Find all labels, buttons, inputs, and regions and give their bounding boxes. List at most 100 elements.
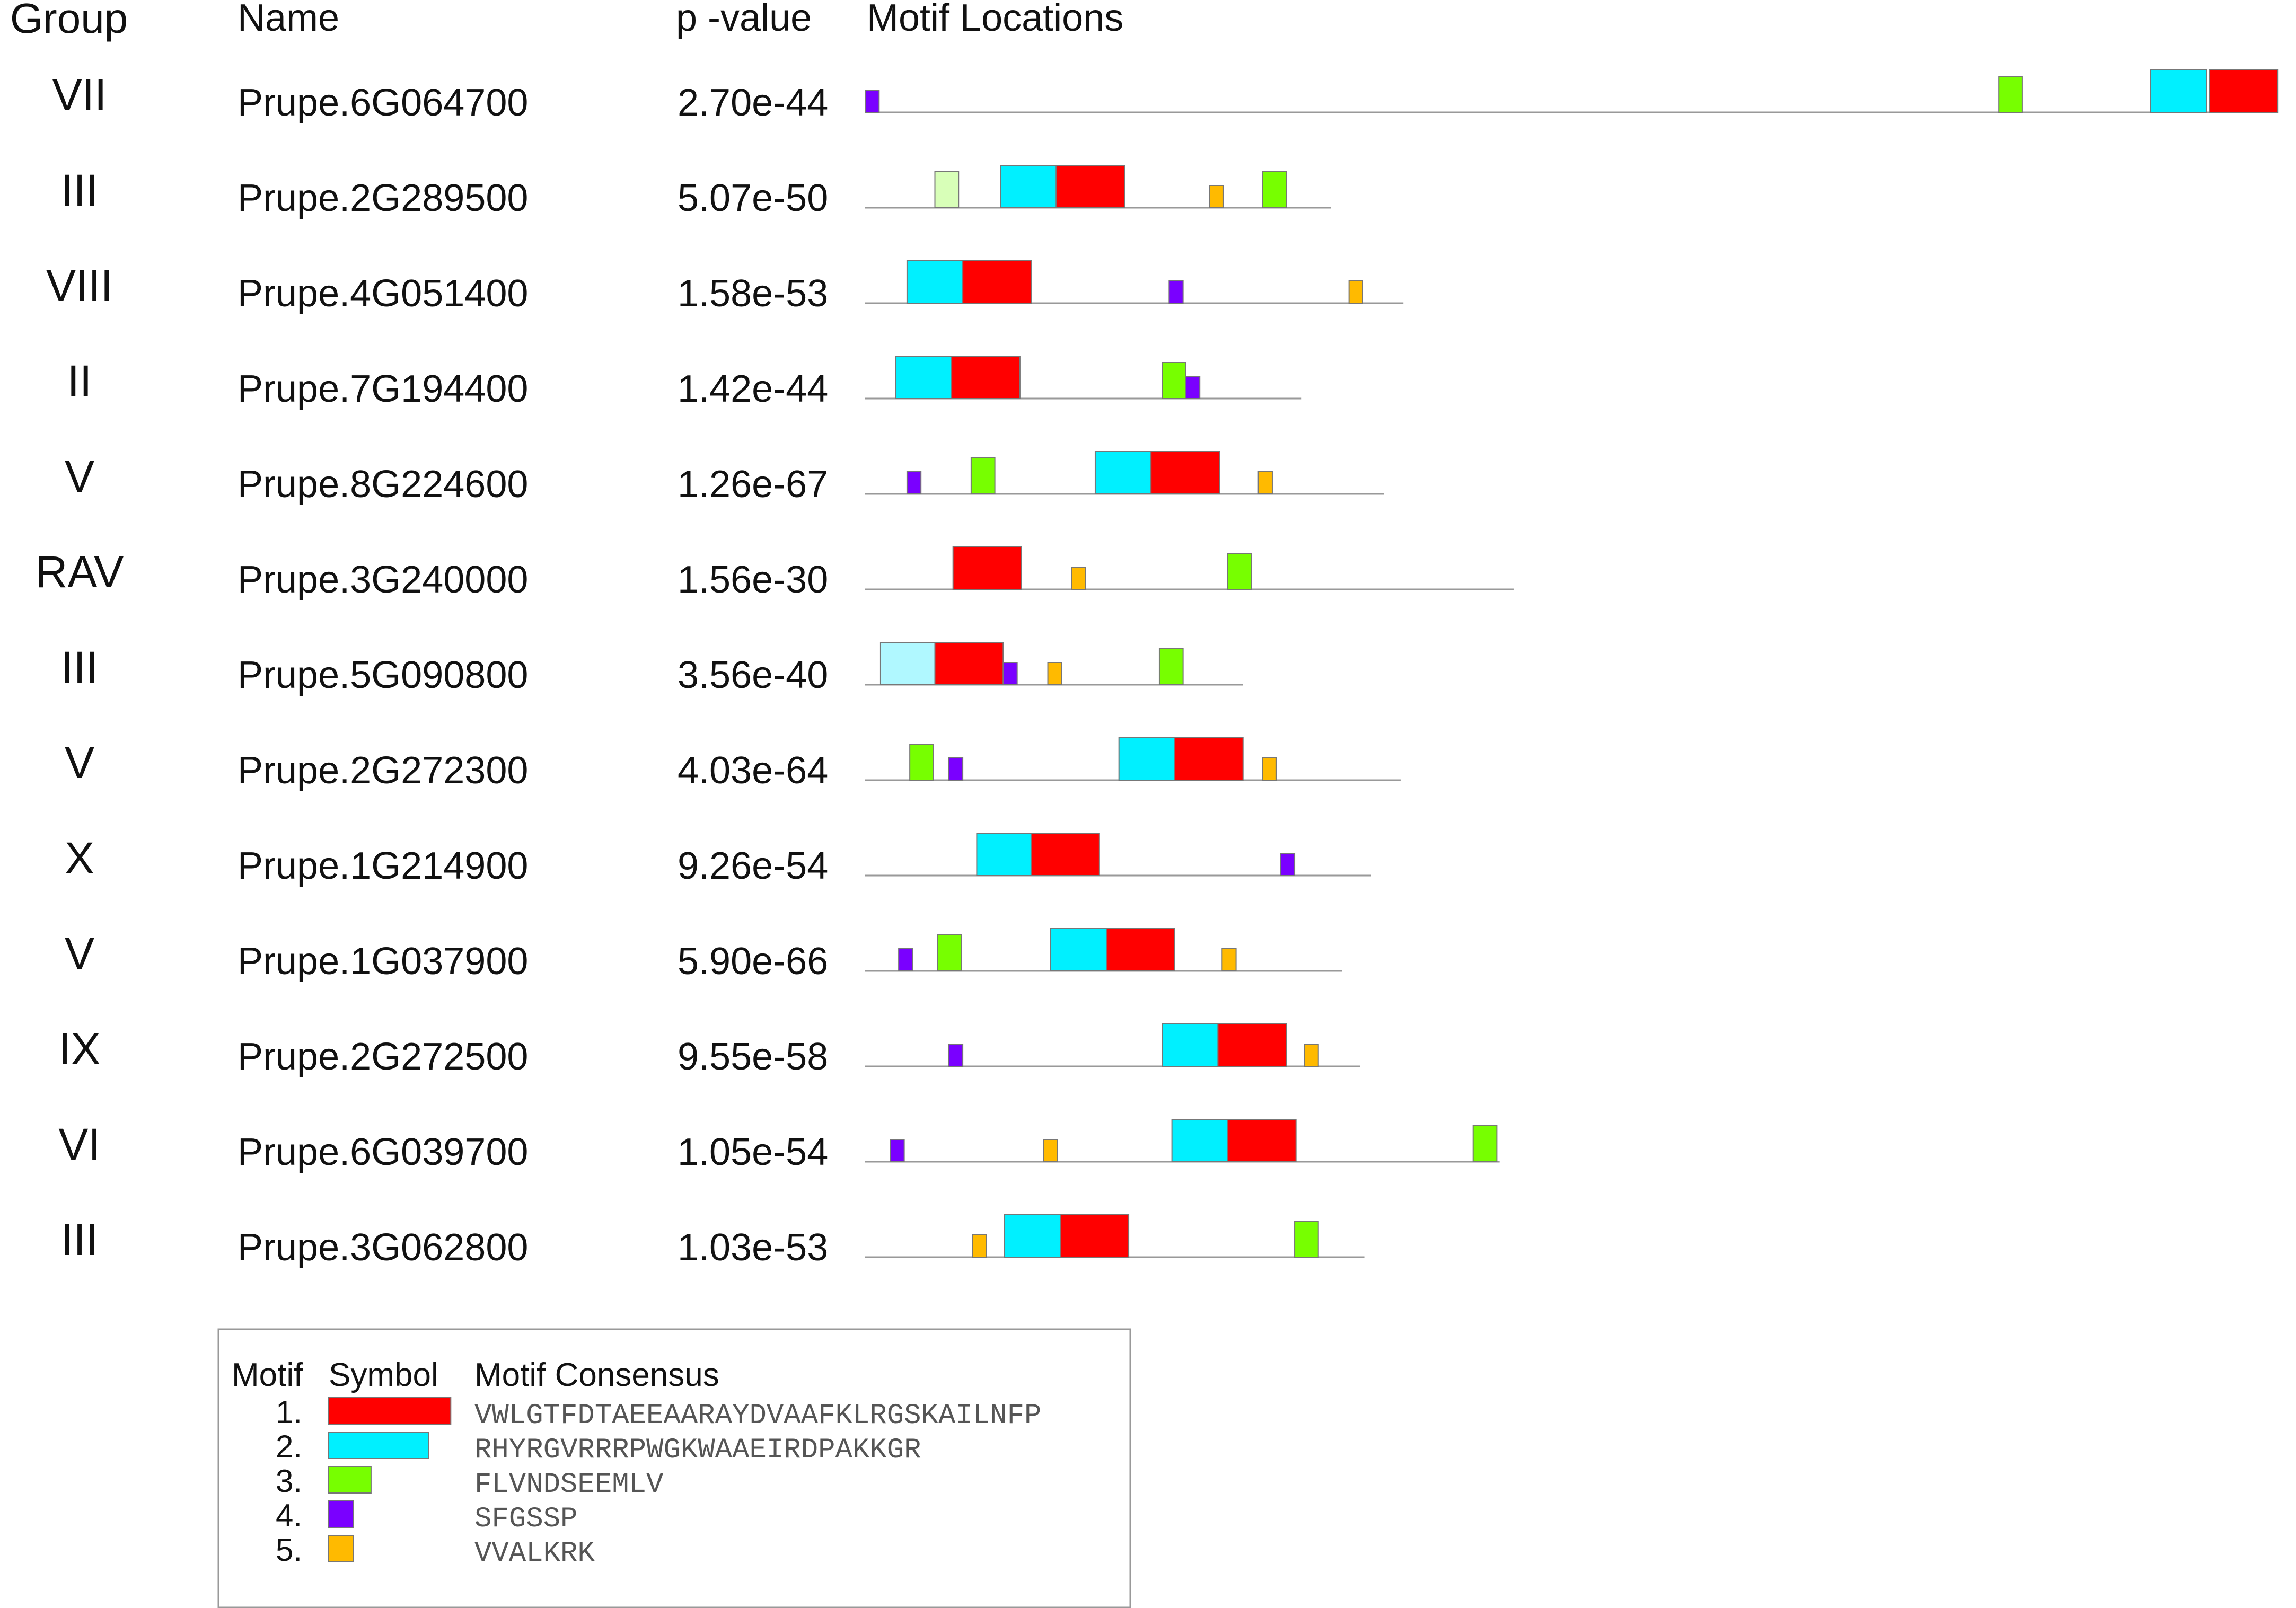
p-value: 5.07e-50 (678, 177, 828, 219)
motif-5-block (1304, 1044, 1319, 1067)
gene-rows: VII Prupe.6G064700 2.70e-44 III Prupe.2G2895… (36, 69, 2279, 1269)
gene-name: Prupe.6G064700 (237, 82, 528, 124)
motif-1-block (1105, 928, 1175, 971)
group-label: V (65, 452, 94, 501)
legend-symbol-3 (328, 1466, 372, 1494)
motif-2-block (1094, 451, 1152, 494)
motif-3-block (1162, 362, 1186, 399)
gene-row: V Prupe.2G272300 4.03e-64 (65, 737, 1401, 792)
p-value: 3.56e-40 (678, 654, 828, 696)
gene-name: Prupe.2G272300 (237, 749, 528, 792)
motif-4-block (898, 948, 913, 971)
motif-1-block (952, 546, 1022, 590)
gene-name: Prupe.6G039700 (237, 1131, 528, 1173)
motif-5-block (1221, 948, 1237, 971)
motif-4-block (890, 1139, 905, 1162)
legend-consensus-header: Motif Consensus (474, 1357, 719, 1393)
legend-consensus: VVALKRK (474, 1538, 595, 1570)
p-value: 1.56e-30 (678, 559, 828, 601)
p-value: 2.70e-44 (678, 82, 828, 124)
motif-1-block (1217, 1023, 1287, 1067)
motif-2-block (976, 833, 1032, 876)
motif-3-block (1262, 171, 1287, 208)
legend-item: 4. SFGSSP (276, 1498, 577, 1535)
motif-5-block (1209, 185, 1224, 208)
p-value: 1.05e-54 (678, 1131, 828, 1173)
legend-motif-number: 5. (276, 1532, 302, 1568)
legend-symbol-header: Symbol (329, 1357, 438, 1393)
p-value: 9.55e-58 (678, 1036, 828, 1078)
p-value: 1.03e-53 (678, 1226, 828, 1269)
motif-4-block (1002, 662, 1018, 685)
gene-row: VII Prupe.6G064700 2.70e-44 (52, 69, 2279, 124)
group-label: III (61, 1215, 98, 1265)
gene-name: Prupe.4G051400 (237, 272, 528, 315)
motif-3-block (937, 934, 962, 971)
gene-name: Prupe.1G037900 (237, 940, 528, 983)
legend-consensus: FLVNDSEEMLV (474, 1469, 664, 1501)
motif-4-block (1280, 853, 1296, 876)
group-label: III (61, 165, 98, 215)
motif-5-block (1043, 1139, 1058, 1162)
group-label: RAV (36, 547, 124, 597)
legend-motif-number: 3. (276, 1463, 302, 1499)
motif-1-block (1055, 165, 1125, 208)
legend-symbol-4 (328, 1500, 354, 1528)
group-header: Group (10, 0, 128, 42)
motif-1-block (1060, 1214, 1130, 1258)
motif-2-block (1050, 928, 1107, 971)
motif-3-block (934, 171, 960, 208)
group-label: V (65, 738, 94, 788)
gene-name: Prupe.3G062800 (237, 1226, 528, 1269)
motif-5-block (1257, 471, 1273, 494)
gene-row: X Prupe.1G214900 9.26e-54 (65, 833, 1371, 887)
motif-4-block (948, 757, 964, 781)
legend-item: 1. VWLGTFDTAEEAARAYDVAAFKLRGSKAILNFP (276, 1394, 1041, 1432)
group-label: VI (58, 1119, 100, 1169)
legend-item: 3. FLVNDSEEMLV (276, 1463, 664, 1501)
motif-3-block (1472, 1125, 1498, 1162)
gene-name: Prupe.2G272500 (237, 1036, 528, 1078)
gene-row: III Prupe.5G090800 3.56e-40 (61, 642, 1243, 696)
group-label: VII (52, 70, 107, 120)
motif-2-block (1000, 165, 1057, 208)
legend-consensus: VWLGTFDTAEEAARAYDVAAFKLRGSKAILNFP (474, 1400, 1041, 1432)
p-value: 1.42e-44 (678, 368, 828, 410)
motif-4-block (865, 90, 880, 113)
gene-name: Prupe.8G224600 (237, 463, 528, 506)
group-label: IX (58, 1024, 100, 1074)
motif-1-block (951, 356, 1021, 399)
motif-2-block (1171, 1119, 1228, 1162)
gene-row: V Prupe.1G037900 5.90e-66 (65, 928, 1342, 983)
gene-row: VI Prupe.6G039700 1.05e-54 (58, 1119, 1500, 1173)
gene-row: RAV Prupe.3G240000 1.56e-30 (36, 546, 1514, 601)
motif-1-block (1174, 737, 1244, 781)
motif-3-block (1227, 553, 1252, 590)
p-value: 1.26e-67 (678, 463, 828, 506)
gene-name: Prupe.5G090800 (237, 654, 528, 696)
motif-1-block (1150, 451, 1220, 494)
motif-5-block (972, 1234, 987, 1258)
gene-name: Prupe.2G289500 (237, 177, 528, 219)
legend-symbol-1 (328, 1397, 452, 1425)
motif-4-block (906, 471, 922, 494)
motif-2-block (895, 356, 953, 399)
gene-row: IX Prupe.2G272500 9.55e-58 (58, 1023, 1360, 1078)
legend-motif-number: 4. (276, 1498, 302, 1533)
motif-locations-header: Motif Locations (867, 0, 1123, 39)
motif-5-block (1047, 662, 1062, 685)
motif-2-block (879, 642, 936, 685)
motif-2-block (2150, 69, 2207, 113)
motif-2-block (1118, 737, 1175, 781)
gene-row: II Prupe.7G194400 1.42e-44 (67, 356, 1302, 410)
motif-1-block (934, 642, 1004, 685)
legend-motif-number: 1. (276, 1394, 302, 1430)
pvalue-header: p -value (676, 0, 812, 39)
legend-consensus: RHYRGVRRRPWGKWAAEIRDPAKKGR (474, 1434, 921, 1466)
motif-3-block (1158, 648, 1184, 685)
motif-5-block (1071, 567, 1086, 590)
motif-3-block (1998, 76, 2023, 113)
motif-5-block (1348, 280, 1363, 304)
gene-name: Prupe.3G240000 (237, 559, 528, 601)
